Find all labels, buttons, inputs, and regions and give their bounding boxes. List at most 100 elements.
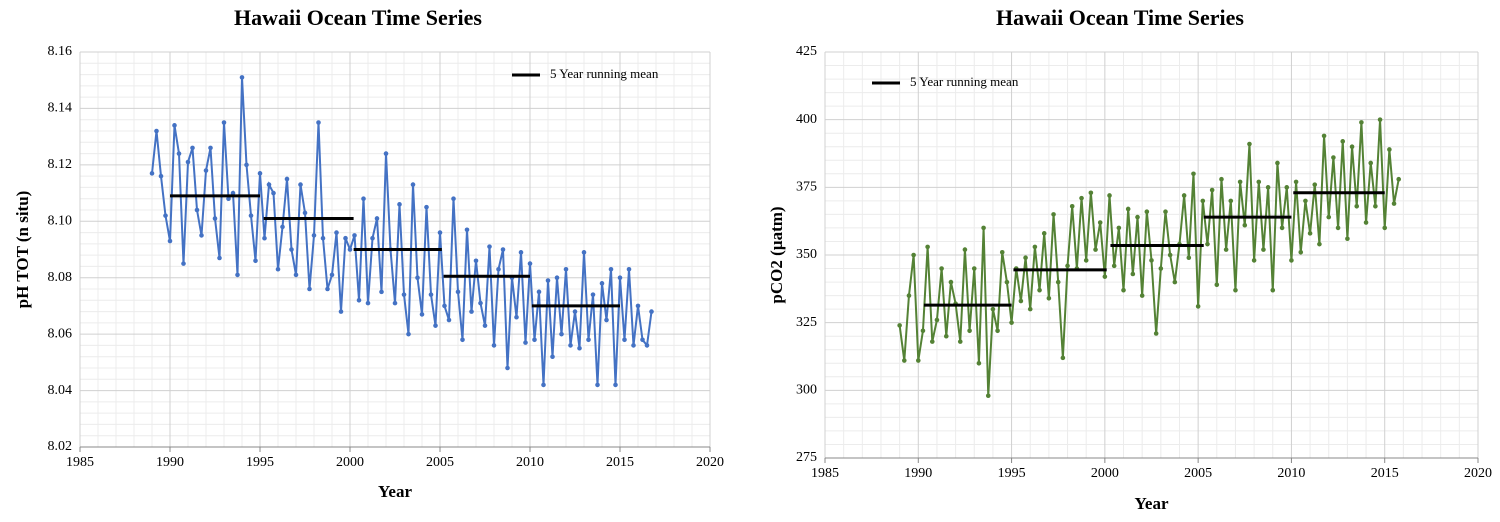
- data-point: [550, 354, 555, 360]
- x-tick-label: 2005: [1184, 466, 1212, 481]
- y-tick-label: 8.14: [48, 101, 73, 116]
- data-point: [613, 382, 618, 388]
- data-point: [469, 309, 474, 314]
- data-point: [1195, 304, 1201, 309]
- data-point: [464, 227, 470, 233]
- y-tick-label: 425: [796, 44, 817, 59]
- data-point: [1149, 258, 1154, 263]
- data-point: [415, 275, 420, 281]
- chart-title: Hawaii Ocean Time Series: [996, 5, 1244, 30]
- y-tick-label: 8.12: [48, 157, 73, 172]
- data-point: [248, 213, 254, 218]
- data-point: [244, 162, 249, 168]
- data-point: [644, 343, 650, 348]
- data-point: [239, 75, 245, 80]
- data-point: [428, 292, 434, 297]
- data-point: [1125, 206, 1131, 212]
- data-point: [967, 328, 972, 334]
- data-point: [379, 289, 384, 295]
- data-point: [473, 258, 479, 264]
- data-point: [1153, 331, 1159, 336]
- legend-label: 5 Year running mean: [910, 74, 1019, 89]
- data-point: [981, 225, 986, 231]
- data-point: [1205, 241, 1210, 247]
- data-point: [1242, 222, 1248, 228]
- data-point: [257, 171, 263, 176]
- data-point: [1289, 258, 1294, 263]
- data-point: [1373, 203, 1378, 209]
- data-point: [920, 328, 926, 334]
- data-point: [208, 145, 213, 151]
- chart: 275 300 325 350 375 400 425 1985 1990 1995 2000 200…: [767, 5, 1492, 513]
- data-point: [311, 233, 317, 238]
- data-point: [635, 303, 641, 309]
- data-point: [158, 173, 164, 179]
- data-point: [962, 247, 968, 252]
- data-point: [1130, 271, 1136, 277]
- data-point: [1345, 236, 1350, 242]
- x-tick-label: 2005: [426, 455, 454, 470]
- y-tick-label: 8.16: [48, 44, 73, 59]
- data-point: [365, 300, 371, 306]
- data-point: [1363, 220, 1369, 225]
- y-tick-label: 350: [796, 247, 817, 262]
- x-tick-label: 1995: [998, 466, 1026, 481]
- data-point: [1214, 282, 1220, 288]
- data-point: [329, 272, 335, 278]
- data-point: [1247, 141, 1252, 147]
- data-point: [999, 249, 1005, 255]
- data-point: [401, 292, 407, 297]
- data-point: [1172, 279, 1178, 285]
- x-tick-label: 2020: [1464, 466, 1492, 481]
- data-point: [347, 247, 353, 252]
- data-point: [221, 120, 227, 125]
- data-point: [581, 250, 587, 255]
- data-point: [1303, 198, 1308, 204]
- data-point: [948, 279, 954, 285]
- x-tick-label: 1985: [811, 466, 839, 481]
- data-point: [275, 266, 281, 272]
- data-point: [320, 235, 326, 241]
- data-point: [1069, 203, 1075, 209]
- data-point: [586, 337, 591, 343]
- data-point: [911, 252, 916, 258]
- data-point: [1321, 133, 1327, 139]
- data-point: [419, 312, 425, 317]
- data-point: [451, 196, 456, 202]
- data-point: [1186, 255, 1192, 261]
- data-point: [536, 289, 542, 295]
- data-point: [392, 300, 398, 306]
- data-point: [1298, 249, 1304, 255]
- x-tick-label: 2010: [1277, 466, 1305, 481]
- data-point: [397, 202, 402, 207]
- data-point: [374, 216, 380, 221]
- data-point: [929, 339, 935, 344]
- y-tick-label: 375: [796, 180, 817, 195]
- data-point: [1261, 247, 1266, 252]
- data-point: [199, 233, 204, 238]
- data-point: [934, 317, 940, 323]
- data-point: [622, 337, 627, 343]
- data-point: [487, 244, 492, 249]
- data-point: [352, 233, 357, 238]
- x-tick-label: 1985: [66, 455, 94, 470]
- data-point: [1041, 231, 1047, 236]
- data-point: [1209, 187, 1215, 193]
- data-point: [1027, 306, 1033, 312]
- data-point: [1307, 231, 1313, 236]
- legend-label: 5 Year running mean: [550, 66, 659, 81]
- data-point: [995, 328, 1000, 334]
- data-point: [505, 365, 510, 371]
- data-point: [1116, 225, 1122, 231]
- data-point: [307, 286, 312, 292]
- data-point: [1256, 179, 1262, 185]
- y-tick-label: 325: [796, 315, 817, 330]
- y-tick-label: 8.06: [48, 326, 73, 341]
- data-point: [343, 235, 348, 241]
- data-point: [491, 343, 497, 348]
- y-tick-label: 8.04: [48, 383, 73, 398]
- data-point: [1083, 258, 1089, 263]
- data-point: [563, 266, 569, 272]
- data-point: [572, 309, 578, 314]
- data-point: [226, 196, 231, 202]
